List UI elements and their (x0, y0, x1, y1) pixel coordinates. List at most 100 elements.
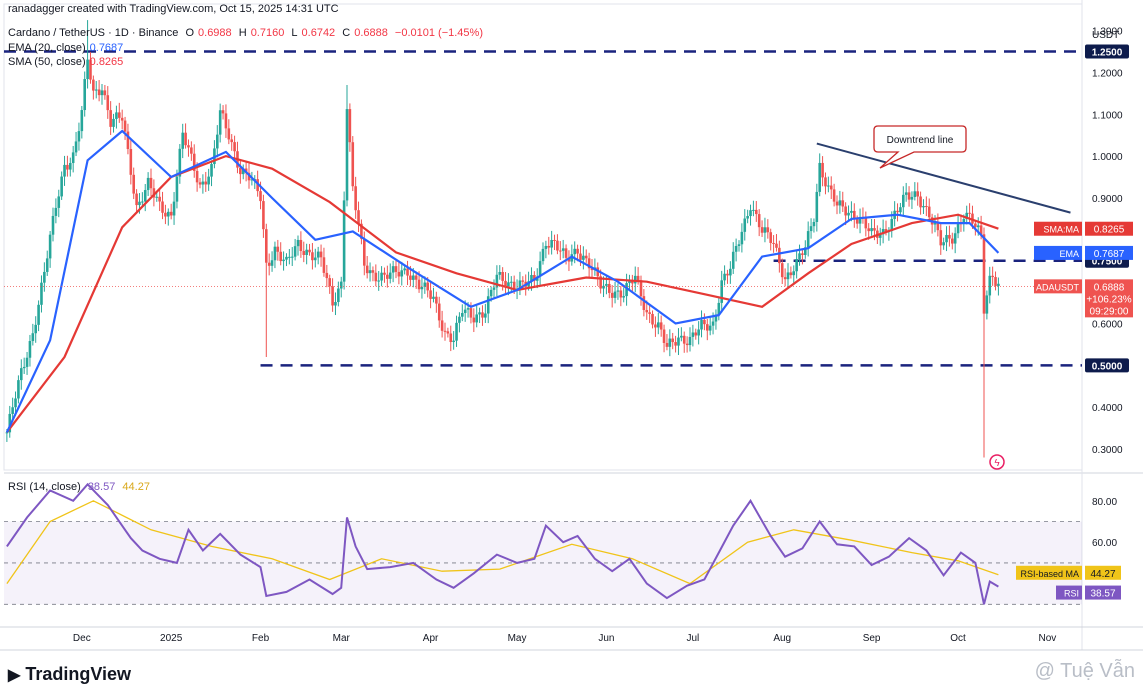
candle-body (132, 174, 136, 194)
candle-body (446, 331, 450, 334)
candle-body (501, 271, 504, 281)
candle-body (587, 258, 591, 269)
candle-body (682, 335, 686, 344)
candle-body (172, 201, 176, 216)
candle-body (818, 162, 822, 192)
ema-legend[interactable]: EMA (20, close) 0.7687 (8, 42, 127, 54)
candle-body (948, 234, 951, 239)
lightning-icon: ϟ (994, 458, 1000, 469)
candle-body (460, 313, 464, 317)
candle-body (616, 290, 620, 292)
candle-body (659, 322, 663, 330)
time-tick-label: Jun (598, 633, 614, 644)
candle-body (40, 282, 43, 305)
candle-body (749, 210, 752, 217)
rsi-legend[interactable]: RSI (14, close) 38.57 44.27 (8, 481, 154, 493)
candle-body (697, 329, 700, 336)
close-value: 0.6888 (354, 27, 388, 39)
candle-body (48, 234, 52, 259)
level-tag-bg (1085, 44, 1129, 59)
candle-body (988, 275, 992, 296)
candle-body (815, 191, 819, 222)
candle-body (622, 296, 626, 298)
candle-body (322, 257, 326, 273)
symbol-line: Cardano / TetherUS · 1D · Binance O 0.698… (8, 27, 487, 39)
candle-body (120, 117, 124, 121)
candle-body (305, 249, 308, 255)
candle-body (927, 206, 931, 218)
candle-body (164, 212, 167, 217)
candle-body (602, 285, 605, 289)
time-tick-label: Feb (252, 633, 270, 644)
candle-body (763, 227, 767, 233)
candle-body (25, 357, 29, 367)
symbol-title[interactable]: Cardano / TetherUS · 1D · Binance (8, 27, 179, 39)
candle-body (259, 191, 262, 202)
candle-body (607, 283, 611, 293)
candle-body (752, 209, 755, 211)
candle-body (780, 263, 784, 278)
candle-body (380, 272, 383, 281)
candle-body (218, 110, 222, 135)
candle-body (829, 185, 833, 190)
candle-body (17, 380, 20, 399)
candle-body (117, 112, 121, 118)
candle-body (429, 290, 432, 299)
open-label: O (185, 27, 195, 39)
candle-body (28, 341, 32, 358)
candle-body (760, 227, 764, 233)
candle-body (360, 223, 363, 239)
candle-body (798, 253, 801, 259)
tradingview-logo[interactable]: ▶ TradingView (8, 664, 131, 685)
candle-body (841, 200, 845, 207)
candle-body (916, 191, 920, 197)
candle-body (962, 219, 966, 224)
candle-body (737, 244, 741, 246)
candle-body (386, 274, 389, 279)
candle-body (884, 229, 888, 232)
candle-body (486, 296, 490, 314)
candle-body (509, 281, 513, 283)
candle-body (582, 255, 585, 260)
candle-body (175, 176, 179, 202)
candle-body (400, 270, 404, 277)
candle-body (230, 139, 234, 143)
candle-body (976, 225, 980, 228)
candle-body (703, 319, 706, 325)
candle-body (720, 280, 724, 303)
candle-body (965, 212, 969, 220)
candle-body (201, 181, 205, 185)
candle-body (472, 317, 476, 323)
candle-body (138, 201, 141, 206)
candle-body (420, 286, 424, 290)
candle-body (282, 259, 285, 262)
candle-body (950, 238, 954, 244)
candle-body (518, 280, 522, 289)
candle-body (449, 333, 453, 343)
candle-body (700, 319, 703, 330)
candle-body (80, 110, 84, 132)
candle-body (544, 245, 548, 249)
candle-body (754, 209, 758, 215)
sma-legend[interactable]: SMA (50, close) 0.8265 (8, 56, 127, 68)
candle-body (371, 270, 375, 273)
rsi-tag-value-bg (1085, 585, 1121, 600)
candle-body (639, 280, 643, 297)
rsi-tag-label: RSI (1064, 589, 1079, 599)
candle-body (533, 275, 536, 281)
high-value: 0.7160 (250, 27, 285, 39)
candle-body (192, 153, 196, 171)
time-tick-label: Oct (950, 633, 966, 644)
time-tick-label: Jul (686, 633, 699, 644)
candle-body (123, 120, 127, 132)
candle-body (437, 303, 441, 321)
candle-body (161, 201, 164, 213)
candle-body (63, 164, 66, 177)
candle-body (129, 149, 133, 175)
candle-body (270, 260, 274, 266)
candle-body (22, 366, 26, 369)
candle-body (991, 275, 994, 278)
candle-body (126, 131, 130, 150)
candle-body (262, 201, 265, 230)
